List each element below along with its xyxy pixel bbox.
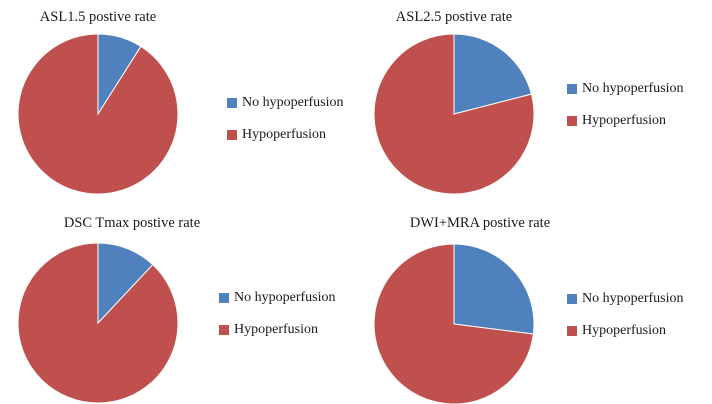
legend-item-no-hypoperfusion: No hypoperfusion	[567, 290, 684, 308]
legend-label: No hypoperfusion	[242, 95, 344, 110]
chart-title: DSC Tmax postive rate	[63, 215, 201, 231]
legend-item-no-hypoperfusion: No hypoperfusion	[567, 80, 684, 98]
chart-panel-asl25: ASL2.5 postive rate No hypoperfusion Hyp…	[356, 0, 712, 202]
legend-label: Hypoperfusion	[582, 323, 666, 338]
legend-label: No hypoperfusion	[582, 291, 684, 306]
legend-swatch	[567, 116, 577, 126]
pie-slice-hypoperfusion	[17, 242, 179, 404]
legend-item-hypoperfusion: Hypoperfusion	[219, 321, 336, 339]
pie-slice-no-hypoperfusion	[453, 243, 535, 335]
pie-chart	[373, 33, 535, 195]
legend-item-no-hypoperfusion: No hypoperfusion	[219, 289, 336, 307]
legend-label: Hypoperfusion	[242, 127, 326, 142]
legend: No hypoperfusion Hypoperfusion	[567, 80, 684, 144]
legend: No hypoperfusion Hypoperfusion	[227, 94, 344, 158]
chart-title: ASL1.5 postive rate	[39, 9, 157, 25]
pie-chart	[17, 242, 179, 404]
legend-swatch	[227, 98, 237, 108]
pie-slice-no-hypoperfusion	[453, 33, 533, 115]
chart-panel-asl15: ASL1.5 postive rate No hypoperfusion Hyp…	[0, 0, 356, 202]
pie-slice-hypoperfusion	[17, 33, 179, 195]
chart-title: DWI+MRA postive rate	[409, 215, 551, 231]
chart-panel-dsc-tmax: DSC Tmax postive rate No hypoperfusion H…	[0, 202, 356, 404]
legend-swatch	[567, 84, 577, 94]
legend-swatch	[219, 325, 229, 335]
pie-chart	[373, 243, 535, 404]
pie-slice-no-hypoperfusion	[97, 242, 154, 325]
legend-label: No hypoperfusion	[582, 81, 684, 96]
legend-swatch	[227, 130, 237, 140]
legend: No hypoperfusion Hypoperfusion	[567, 290, 684, 354]
legend-label: Hypoperfusion	[234, 322, 318, 337]
legend-swatch	[567, 326, 577, 336]
legend-label: No hypoperfusion	[234, 290, 336, 305]
chart-panel-dwi-mra: DWI+MRA postive rate No hypoperfusion Hy…	[356, 202, 712, 404]
legend-item-hypoperfusion: Hypoperfusion	[227, 126, 344, 144]
legend-item-no-hypoperfusion: No hypoperfusion	[227, 94, 344, 112]
legend: No hypoperfusion Hypoperfusion	[219, 289, 336, 353]
legend-item-hypoperfusion: Hypoperfusion	[567, 112, 684, 130]
chart-title: ASL2.5 postive rate	[395, 9, 513, 25]
legend-swatch	[219, 293, 229, 303]
pie-slice-hypoperfusion	[373, 243, 534, 404]
legend-item-hypoperfusion: Hypoperfusion	[567, 322, 684, 340]
legend-swatch	[567, 294, 577, 304]
pie-slice-hypoperfusion	[373, 33, 535, 195]
legend-label: Hypoperfusion	[582, 113, 666, 128]
pie-chart	[17, 33, 179, 195]
